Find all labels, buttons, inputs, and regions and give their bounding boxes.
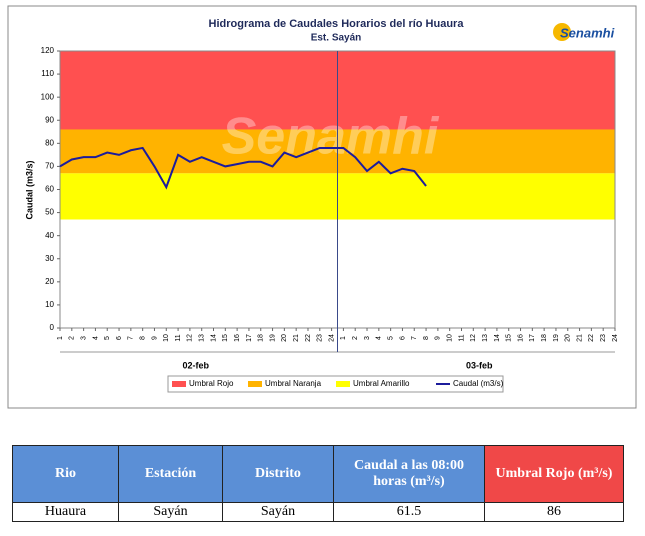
header-cell: Rio xyxy=(12,445,119,503)
x-group-label: 02-feb xyxy=(183,360,210,370)
x-tick-label: 3 xyxy=(364,336,371,340)
table-row: Huaura Sayán Sayán 61.5 86 xyxy=(12,502,624,522)
x-tick-label: 24 xyxy=(612,334,619,342)
x-tick-label: 3 xyxy=(80,336,87,340)
legend-swatch xyxy=(336,381,350,387)
y-tick-label: 110 xyxy=(41,69,54,78)
x-tick-label: 23 xyxy=(317,334,324,342)
x-tick-label: 13 xyxy=(482,334,489,342)
x-tick-label: 20 xyxy=(281,334,288,342)
x-tick-label: 24 xyxy=(328,334,335,342)
y-axis-label: Caudal (m3/s) xyxy=(24,160,34,219)
x-tick-label: 7 xyxy=(411,336,418,340)
x-group-label: 03-feb xyxy=(466,360,493,370)
y-tick-label: 100 xyxy=(41,92,55,101)
legend-label: Umbral Naranja xyxy=(265,379,322,388)
x-tick-label: 18 xyxy=(258,334,265,342)
cell: 86 xyxy=(484,502,624,522)
header-cell: Umbral Rojo (m³/s) xyxy=(484,445,624,503)
x-tick-label: 6 xyxy=(399,336,406,340)
x-tick-label: 16 xyxy=(234,334,241,342)
header-cell: Distrito xyxy=(222,445,334,503)
x-tick-label: 12 xyxy=(470,334,477,342)
chart-title: Hidrograma de Caudales Horarios del río … xyxy=(209,18,465,30)
y-tick-label: 40 xyxy=(45,231,54,240)
x-tick-label: 2 xyxy=(69,336,76,340)
x-tick-label: 6 xyxy=(116,336,123,340)
x-tick-label: 5 xyxy=(387,336,394,340)
x-tick-label: 21 xyxy=(293,334,300,342)
x-tick-label: 12 xyxy=(187,334,194,342)
y-tick-label: 90 xyxy=(45,115,54,124)
logo-sun xyxy=(553,23,571,41)
cell: Sayán xyxy=(118,502,223,522)
cell: Sayán xyxy=(222,502,334,522)
x-tick-label: 2 xyxy=(352,336,359,340)
x-tick-label: 1 xyxy=(57,336,64,340)
x-tick-label: 14 xyxy=(494,334,501,342)
x-tick-label: 17 xyxy=(529,334,536,342)
logo: Senamhi xyxy=(560,25,615,40)
y-tick-label: 50 xyxy=(45,208,54,217)
x-tick-label: 15 xyxy=(506,334,513,342)
legend-box xyxy=(167,375,504,393)
legend-label: Umbral Rojo xyxy=(189,379,234,388)
chart-subtitle: Est. Sayán xyxy=(311,33,362,44)
x-tick-label: 13 xyxy=(199,334,206,342)
chart: Hidrograma de Caudales Horarios del río … xyxy=(7,5,637,409)
x-tick-label: 17 xyxy=(246,334,253,342)
header-cell: Estación xyxy=(118,445,223,503)
legend-label: Caudal (m3/s) xyxy=(453,379,504,388)
x-tick-label: 4 xyxy=(376,336,383,340)
x-tick-label: 19 xyxy=(553,334,560,342)
y-tick-label: 30 xyxy=(45,254,54,263)
x-tick-label: 22 xyxy=(588,334,595,342)
x-tick-label: 1 xyxy=(340,336,347,340)
x-tick-label: 11 xyxy=(175,334,182,341)
caudal-line xyxy=(59,146,427,190)
watermark: Senamhi xyxy=(222,108,440,166)
header-cell: Caudal a las 08:00 horas (m³/s) xyxy=(333,445,485,503)
y-tick-label: 10 xyxy=(45,300,54,309)
x-tick-label: 11 xyxy=(458,334,465,341)
x-tick-label: 23 xyxy=(600,334,607,342)
x-tick-label: 9 xyxy=(151,336,158,340)
y-tick-label: 20 xyxy=(45,277,54,286)
x-tick-label: 10 xyxy=(447,334,454,342)
x-tick-label: 8 xyxy=(140,336,147,340)
legend-swatch xyxy=(172,381,186,387)
y-tick-label: 80 xyxy=(45,138,54,147)
y-tick-label: 60 xyxy=(45,185,54,194)
summary-table: Rio Estación Distrito Caudal a las 08:00 ho… xyxy=(12,445,624,522)
table-header: Rio Estación Distrito Caudal a las 08:00 ho… xyxy=(12,445,624,503)
x-tick-label: 5 xyxy=(104,336,111,340)
x-tick-label: 16 xyxy=(517,334,524,342)
x-tick-label: 4 xyxy=(92,336,99,340)
x-tick-label: 20 xyxy=(565,334,572,342)
y-tick-label: 70 xyxy=(45,162,54,171)
y-tick-label: 120 xyxy=(41,46,55,55)
x-tick-label: 8 xyxy=(423,336,430,340)
legend-swatch xyxy=(248,381,262,387)
x-tick-label: 10 xyxy=(163,334,170,342)
x-tick-label: 19 xyxy=(269,334,276,342)
y-tick-label: 0 xyxy=(50,323,55,332)
legend-label: Umbral Amarillo xyxy=(353,379,410,388)
x-tick-label: 18 xyxy=(541,334,548,342)
x-tick-label: 15 xyxy=(222,334,229,342)
x-tick-label: 14 xyxy=(210,334,217,342)
cell: 61.5 xyxy=(333,502,485,522)
x-tick-label: 21 xyxy=(576,334,583,342)
x-tick-label: 9 xyxy=(435,336,442,340)
cell: Huaura xyxy=(12,502,119,522)
x-tick-label: 22 xyxy=(305,334,312,342)
x-tick-label: 7 xyxy=(128,336,135,340)
